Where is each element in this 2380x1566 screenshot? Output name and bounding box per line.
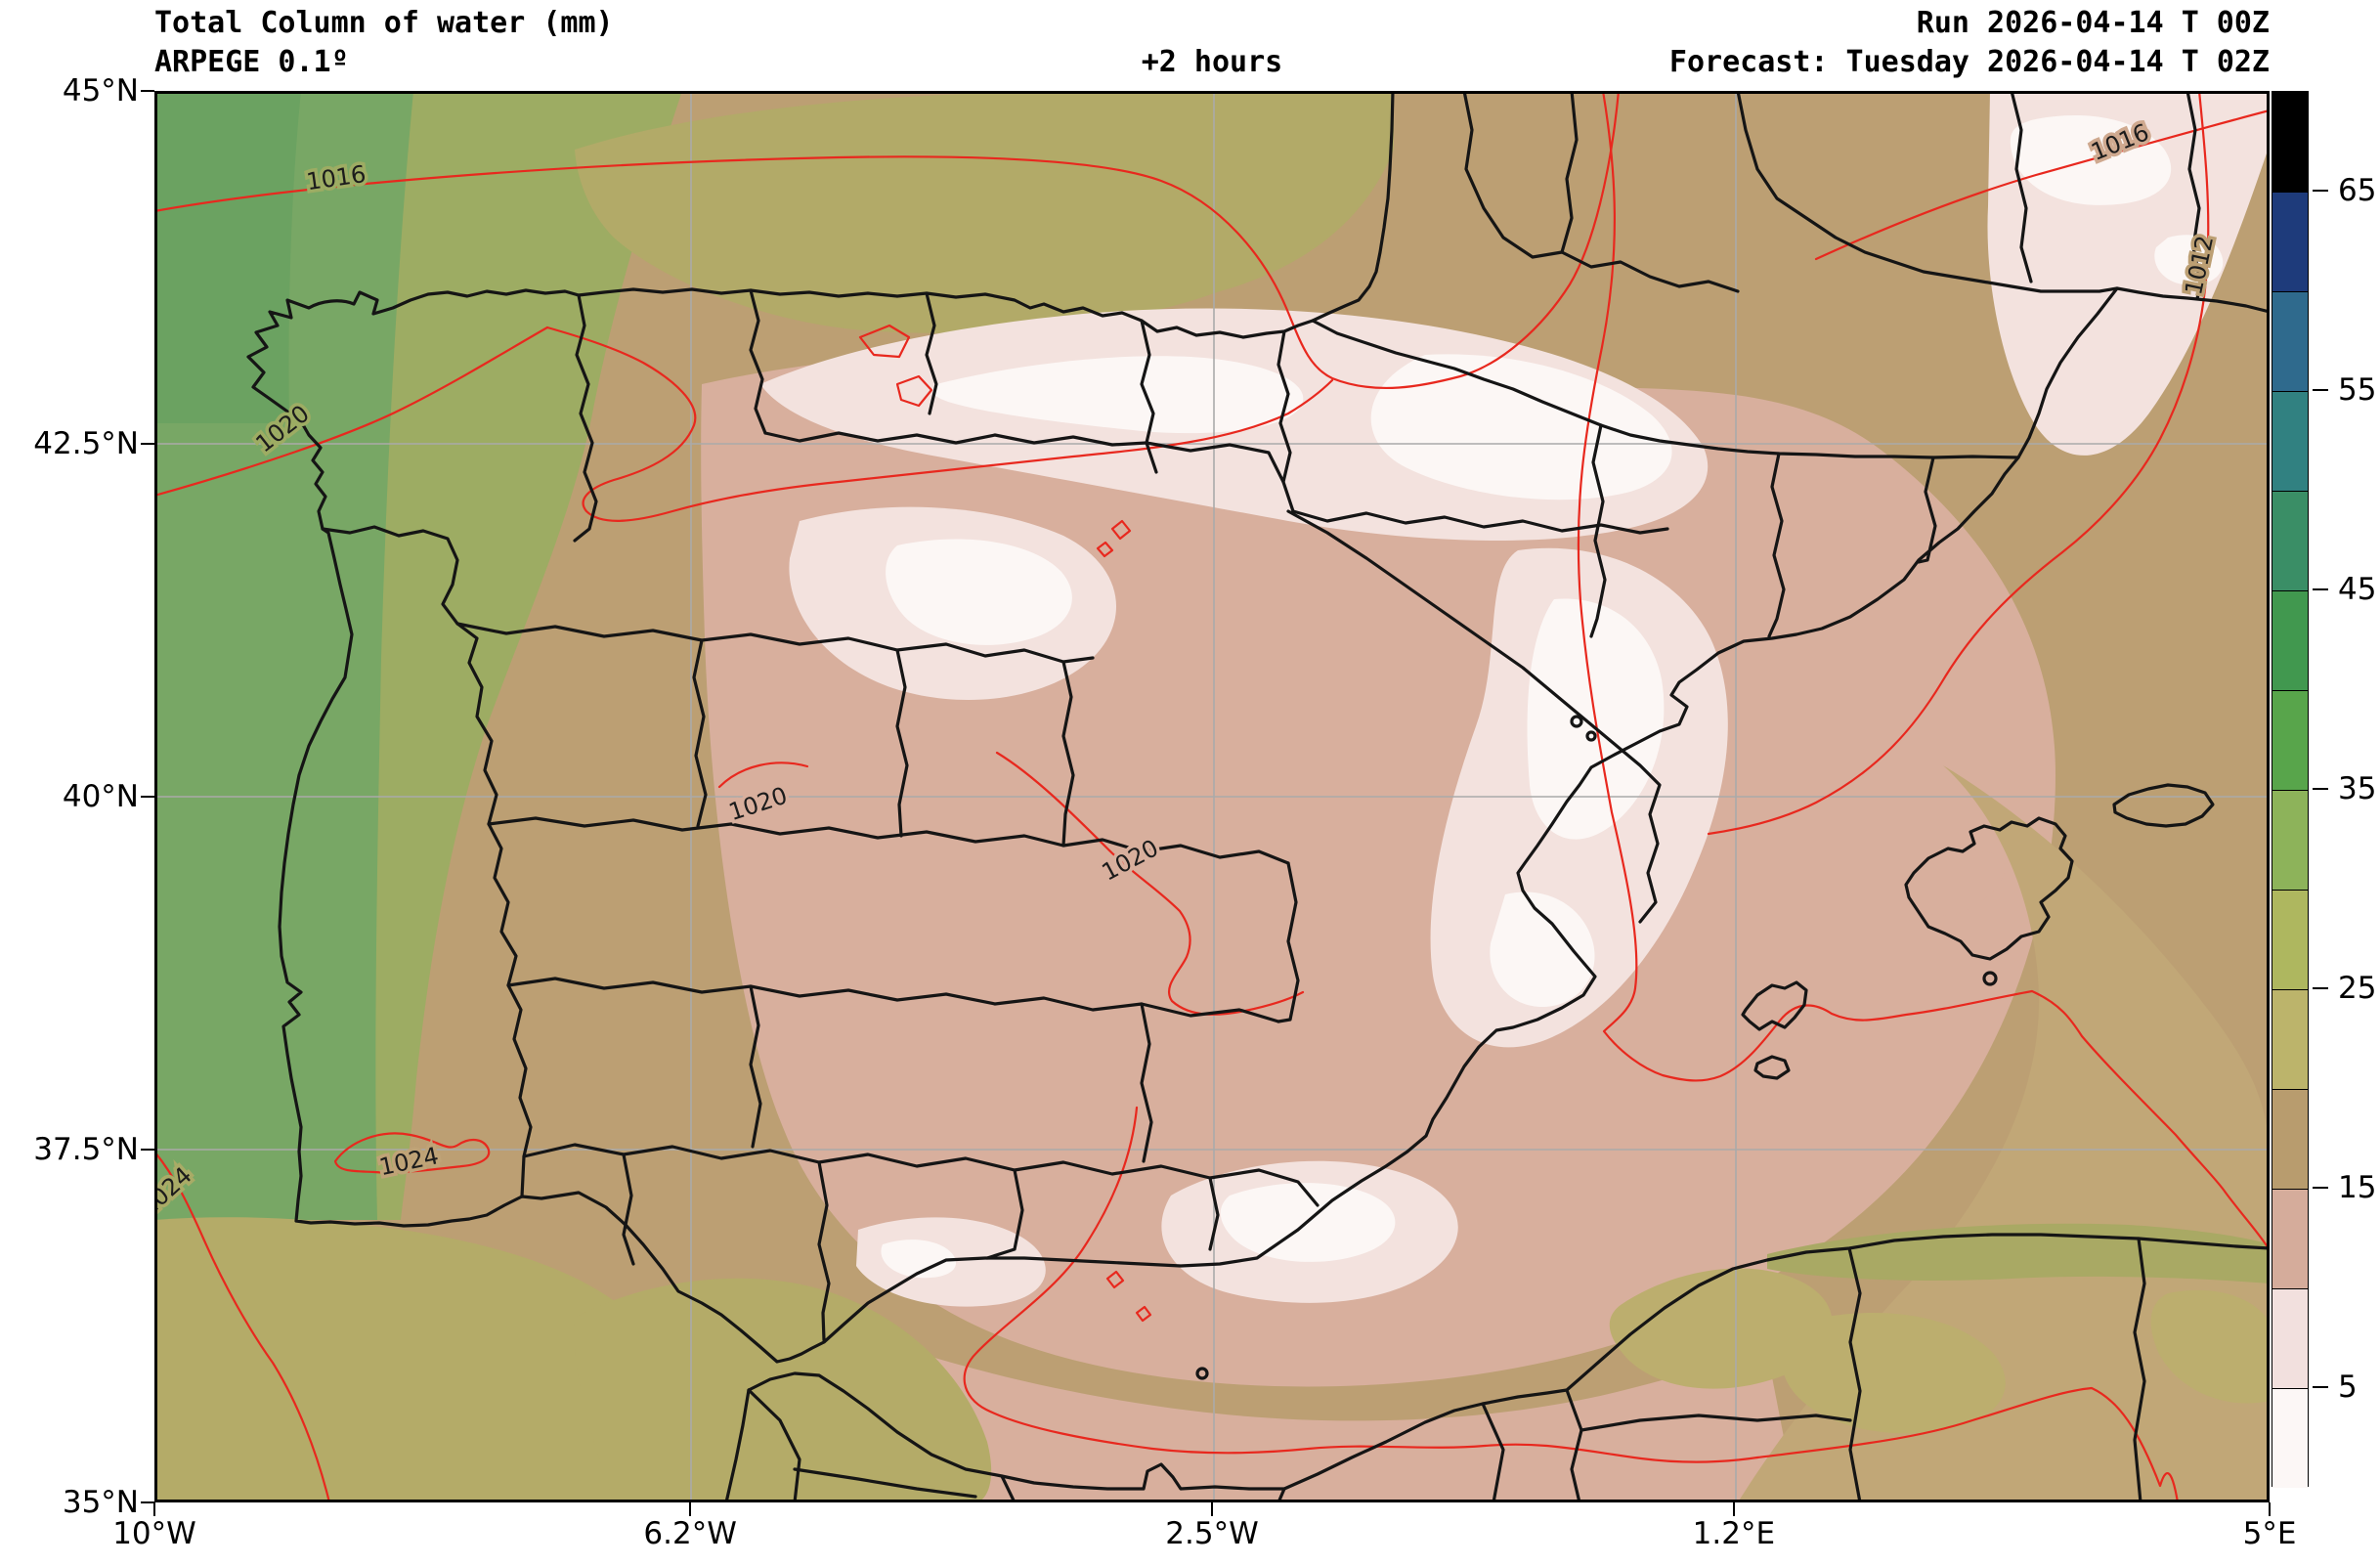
- colorbar-tick-label: 65: [2338, 173, 2377, 208]
- forecast-label: Forecast: Tuesday 2026-04-14 T 02Z: [154, 45, 2270, 79]
- y-tick-label: 45°N: [62, 73, 139, 109]
- colorbar-tick-mark: [2313, 1386, 2328, 1388]
- lead-time-text: +2 hours: [1141, 45, 1283, 79]
- x-tick-label: 10°W: [112, 1516, 196, 1551]
- colorbar-segment: [2272, 92, 2308, 192]
- y-tick-mark: [141, 1501, 154, 1504]
- colorbar-tick-label: 35: [2338, 771, 2377, 806]
- colorbar-tick-mark: [2313, 987, 2328, 989]
- x-tick-label: 5°E: [2242, 1516, 2297, 1551]
- y-tick-label: 35°N: [62, 1485, 139, 1520]
- x-tick-mark: [1210, 1502, 1214, 1516]
- colorbar-tick-mark: [2313, 389, 2328, 391]
- figure-title: Total Column of water (mm): [154, 6, 614, 40]
- x-tick-mark: [688, 1502, 692, 1516]
- lead-time-label: +2 hours: [154, 45, 2270, 79]
- colorbar-tick-label: 55: [2338, 372, 2377, 408]
- forecast-text: Forecast: Tuesday 2026-04-14 T 02Z: [1668, 45, 2270, 79]
- coastlines-and-borders: [246, 91, 2270, 1502]
- colorbar-segment: [2272, 1189, 2308, 1288]
- colorbar-tick-mark: [2313, 788, 2328, 790]
- x-tick-mark: [1732, 1502, 1736, 1516]
- colorbar-segment: [2272, 291, 2308, 391]
- colorbar-tick-mark: [2313, 588, 2328, 590]
- colorbar-segment: [2272, 890, 2308, 989]
- colorbar-segment: [2272, 491, 2308, 590]
- x-tick-label: 6.2°W: [643, 1516, 737, 1551]
- x-tick-mark: [2268, 1502, 2272, 1516]
- y-tick-label: 42.5°N: [33, 426, 139, 461]
- colorbar-segment: [2272, 1388, 2308, 1488]
- x-tick-label: 2.5°W: [1165, 1516, 1259, 1551]
- y-tick-label: 40°N: [62, 779, 139, 814]
- colorbar-segment: [2272, 989, 2308, 1089]
- y-tick-mark: [141, 442, 154, 446]
- colorbar-segment: [2272, 590, 2308, 690]
- colorbar-tick-label: 5: [2338, 1370, 2358, 1405]
- colorbar-segment: [2272, 391, 2308, 491]
- y-tick-mark: [141, 795, 154, 799]
- y-tick-mark: [141, 1148, 154, 1152]
- model-subtitle: ARPEGE 0.1º: [154, 45, 349, 79]
- map-plot-area: 1016 1020 1020 1020 1024 1024 1016 1012: [154, 91, 2270, 1502]
- y-tick-mark: [141, 89, 154, 93]
- y-tick-label: 37.5°N: [33, 1132, 139, 1167]
- colorbar-tick-mark: [2313, 190, 2328, 192]
- colorbar-tick-label: 45: [2338, 572, 2377, 607]
- colorbar-segment: [2272, 690, 2308, 790]
- colorbar-segment: [2272, 192, 2308, 291]
- run-text: Run 2026-04-14 T 00Z: [1916, 6, 2270, 40]
- colorbar-segment: [2272, 1089, 2308, 1189]
- x-tick-mark: [152, 1502, 156, 1516]
- colorbar-segment: [2272, 1288, 2308, 1388]
- colorbar-tick-label: 15: [2338, 1170, 2377, 1205]
- colorbar: [2272, 91, 2309, 1488]
- colorbar-segment: [2272, 790, 2308, 890]
- colorbar-tick-label: 25: [2338, 971, 2377, 1006]
- x-tick-label: 1.2°E: [1692, 1516, 1776, 1551]
- colorbar-tick-mark: [2313, 1187, 2328, 1189]
- plot-frame: [154, 91, 2270, 1502]
